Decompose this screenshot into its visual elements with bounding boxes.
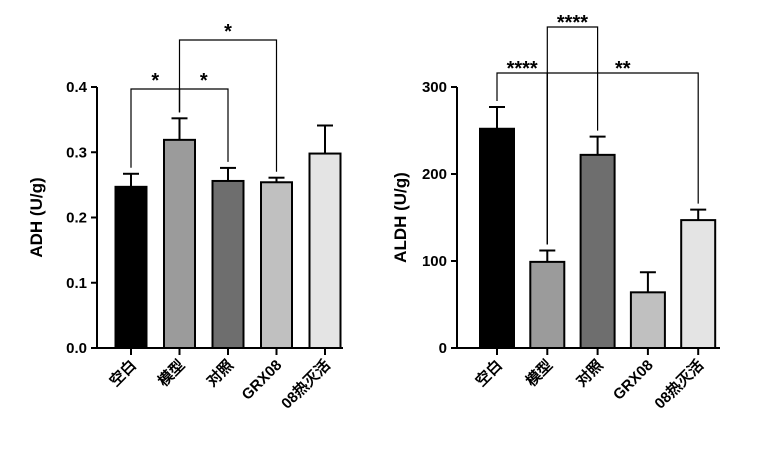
aldh-y-tick-label: 200 bbox=[422, 166, 447, 183]
adh-category-label: 对照 bbox=[203, 356, 237, 390]
aldh-y-tick-label: 100 bbox=[422, 253, 447, 270]
adh-significance-bracket bbox=[178, 39, 278, 172]
aldh-category-label: GRX08 bbox=[610, 357, 657, 404]
adh-category-label: 空白 bbox=[106, 356, 140, 390]
adh-bar bbox=[163, 138, 196, 349]
adh-bar bbox=[308, 152, 342, 349]
aldh-significance-label: ** bbox=[615, 58, 631, 80]
adh-chart: 0.0 0.1 0.2 0.3 0.4 ADH (U/g) 空白 模型 对照 GRX0808热灭活… bbox=[27, 21, 343, 412]
aldh-bar bbox=[579, 153, 616, 349]
adh-significance-label: * bbox=[224, 21, 232, 43]
adh-category-label: 08热灭活 bbox=[277, 356, 333, 412]
aldh-category-label: 模型 bbox=[522, 356, 556, 390]
aldh-significance-bracket bbox=[546, 72, 699, 245]
adh-bar bbox=[211, 179, 245, 349]
adh-category-label: GRX08 bbox=[239, 357, 286, 404]
aldh-bar bbox=[479, 127, 515, 349]
aldh-significance-label: **** bbox=[557, 12, 588, 34]
aldh-category-label: 空白 bbox=[472, 356, 506, 390]
aldh-bar bbox=[629, 291, 666, 350]
adh-significance-label: * bbox=[151, 70, 159, 92]
aldh-category-label: 08热灭活 bbox=[651, 356, 707, 412]
aldh-y-tick-label: 0 bbox=[439, 340, 447, 357]
adh-y-tick-label: 0.0 bbox=[66, 340, 87, 357]
adh-y-tick-label: 0.3 bbox=[66, 144, 87, 161]
adh-y-axis-title: ADH (U/g) bbox=[27, 177, 46, 257]
adh-significance-label: * bbox=[200, 70, 208, 92]
aldh-bar bbox=[529, 260, 566, 349]
adh-bar bbox=[114, 185, 148, 349]
adh-y-tick-label: 0.4 bbox=[66, 79, 88, 96]
aldh-significance-label: **** bbox=[507, 58, 538, 80]
adh-bar bbox=[260, 181, 293, 349]
aldh-bar bbox=[680, 219, 717, 349]
aldh-y-axis-title: ALDH (U/g) bbox=[391, 172, 410, 263]
aldh-y-tick-label: 300 bbox=[422, 79, 447, 96]
adh-y-tick-label: 0.2 bbox=[66, 210, 87, 227]
adh-category-label: 模型 bbox=[154, 356, 188, 390]
adh-y-tick-label: 0.1 bbox=[66, 275, 87, 292]
aldh-category-label: 对照 bbox=[572, 356, 606, 390]
